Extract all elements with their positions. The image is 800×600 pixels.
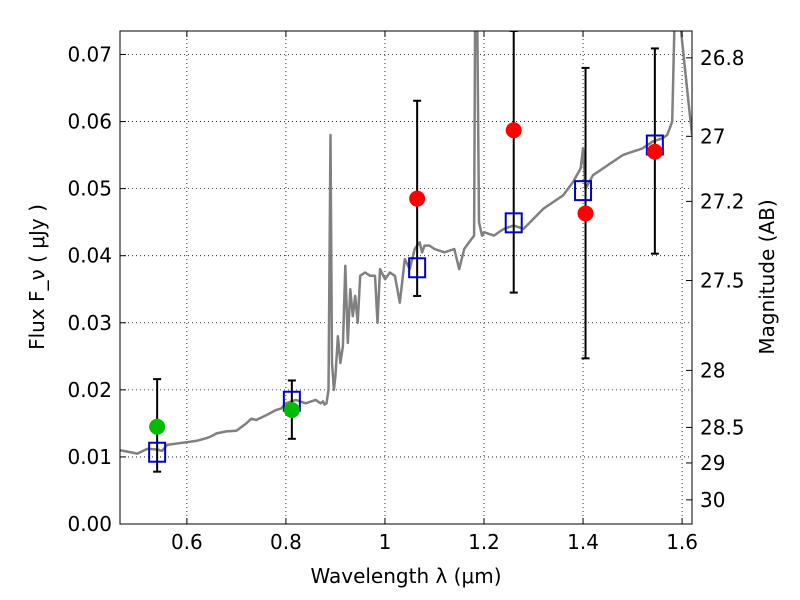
data-point: [505, 122, 522, 139]
data-point: [283, 401, 300, 418]
right-tick-label: 28: [700, 358, 725, 382]
x-tick-label: 0.8: [270, 530, 302, 554]
grid-lines: [120, 31, 692, 524]
right-tick-label: 26.8: [700, 46, 745, 70]
x-tick-label: 1.4: [567, 530, 599, 554]
x-axis-label: Wavelength λ (μm): [310, 564, 501, 588]
x-tick-label: 1.2: [468, 530, 500, 554]
plot-frame: [119, 30, 693, 525]
model-square: [408, 257, 427, 279]
model-square: [504, 212, 523, 234]
y-tick-label: 0.02: [67, 378, 112, 402]
spectrum-layer: [120, 31, 692, 455]
model-square: [574, 180, 593, 202]
y-tick-label: 0.07: [67, 42, 112, 66]
data-point: [577, 205, 594, 222]
x-axis-ticks: 0.6 0.8 1 1.2 1.4 1.6: [171, 31, 698, 554]
data-point: [409, 190, 426, 207]
y-tick-label: 0.00: [67, 512, 112, 536]
y-tick-label: 0.06: [67, 110, 112, 134]
x-tick-label: 1: [379, 530, 392, 554]
data-point: [646, 143, 663, 160]
data-point: [149, 418, 166, 435]
y-tick-label: 0.05: [67, 177, 112, 201]
right-tick-label: 28.5: [700, 415, 745, 439]
spectrum-line: [120, 31, 692, 455]
y-axis-label: Flux F_ν ( μJy ): [25, 204, 49, 350]
y-tick-label: 0.03: [67, 311, 112, 335]
right-axis-ticks: 26.8 27 27.2 27.5 28 28.5 29 30: [686, 46, 745, 512]
right-tick-label: 29: [700, 451, 725, 475]
right-tick-label: 27.2: [700, 189, 745, 213]
right-tick-label: 27: [700, 124, 725, 148]
x-tick-label: 1.6: [666, 530, 698, 554]
model-square: [148, 441, 167, 463]
y-tick-label: 0.01: [67, 445, 112, 469]
x-tick-label: 0.6: [171, 530, 203, 554]
right-axis-label: Magnitude (AB): [755, 199, 779, 354]
points-layer: [148, 122, 664, 463]
right-tick-label: 27.5: [700, 269, 745, 293]
right-tick-label: 30: [700, 488, 725, 512]
y-tick-label: 0.04: [67, 244, 112, 268]
y-axis-ticks: 0.00 0.01 0.02 0.03 0.04 0.05 0.06 0.07: [67, 42, 126, 536]
